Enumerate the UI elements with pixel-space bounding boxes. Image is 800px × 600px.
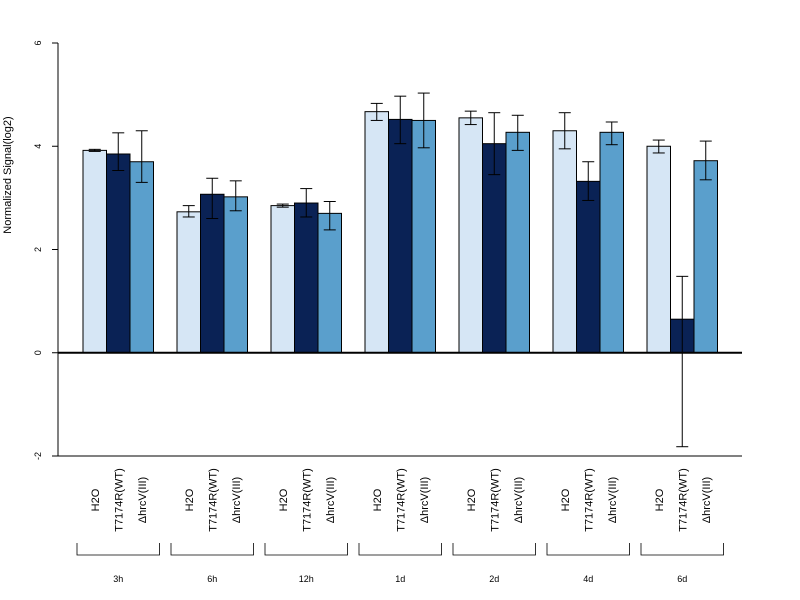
bar-4d-2 (599, 131, 624, 354)
bar-2d-0 (458, 117, 483, 354)
category-label: H2O (278, 488, 290, 511)
group-label: 3h (113, 574, 123, 584)
bar-1d-2 (411, 119, 436, 354)
y-tick-label: 4 (33, 144, 43, 149)
bar-2d-2 (505, 131, 530, 354)
y-axis-label: Normalized Signal(log2) (2, 116, 14, 233)
bar-4d-0 (552, 130, 577, 354)
group-label: 12h (299, 574, 314, 584)
category-label: H2O (372, 488, 384, 511)
y-axis: -2 0 2 4 6 (33, 40, 59, 460)
bar-6d-0 (646, 145, 671, 354)
group-bracket (452, 543, 536, 556)
bar-1d-0 (364, 111, 389, 354)
category-label: T7174R(WT) (301, 468, 313, 532)
bar-12h-2 (317, 212, 342, 354)
group-label: 6d (677, 574, 687, 584)
category-label: ΔhrcV(III) (701, 477, 713, 523)
x-axis: H2O T7174R(WT) ΔhrcV(III) 3h H2O T7174R(WT) Δh… (58, 455, 742, 584)
group-bracket (546, 543, 630, 556)
category-label: H2O (466, 488, 478, 511)
y-tick-label: 0 (33, 350, 43, 355)
category-label: ΔhrcV(III) (231, 477, 243, 523)
y-tick-label: 6 (33, 40, 43, 45)
bar-3h-0 (82, 149, 107, 354)
group-label: 2d (489, 574, 499, 584)
category-label: H2O (90, 488, 102, 511)
bar-3h-1 (106, 153, 131, 354)
category-label: T7174R(WT) (207, 468, 219, 532)
plot-area (58, 92, 742, 448)
group-bracket (264, 543, 348, 556)
category-label: T7174R(WT) (583, 468, 595, 532)
category-label: ΔhrcV(III) (137, 477, 149, 523)
y-tick-label: -2 (33, 452, 43, 460)
category-label: H2O (654, 488, 666, 511)
y-tick-label: 2 (33, 247, 43, 252)
group-label: 4d (583, 574, 593, 584)
bar-6d-2 (693, 160, 718, 354)
category-label: H2O (560, 488, 572, 511)
category-label: ΔhrcV(III) (419, 477, 431, 523)
category-label: ΔhrcV(III) (513, 477, 525, 523)
bar-4d-1 (576, 180, 601, 354)
group-bracket (640, 543, 724, 556)
bar-3h-2 (129, 161, 154, 354)
group-label: 6h (207, 574, 217, 584)
category-label: H2O (184, 488, 196, 511)
group-label: 1d (395, 574, 405, 584)
category-label: ΔhrcV(III) (607, 477, 619, 523)
group-bracket (358, 543, 442, 556)
category-label: T7174R(WT) (113, 468, 125, 532)
category-label: ΔhrcV(III) (325, 477, 337, 523)
bar-6h-0 (176, 211, 201, 354)
group-bracket (76, 543, 160, 556)
bar-6h-2 (223, 196, 248, 354)
bar-1d-1 (388, 118, 413, 354)
category-label: T7174R(WT) (677, 468, 689, 532)
category-label: T7174R(WT) (395, 468, 407, 532)
bar-12h-1 (294, 202, 319, 354)
bar-12h-0 (270, 205, 295, 354)
category-label: T7174R(WT) (489, 468, 501, 532)
group-bracket (170, 543, 254, 556)
